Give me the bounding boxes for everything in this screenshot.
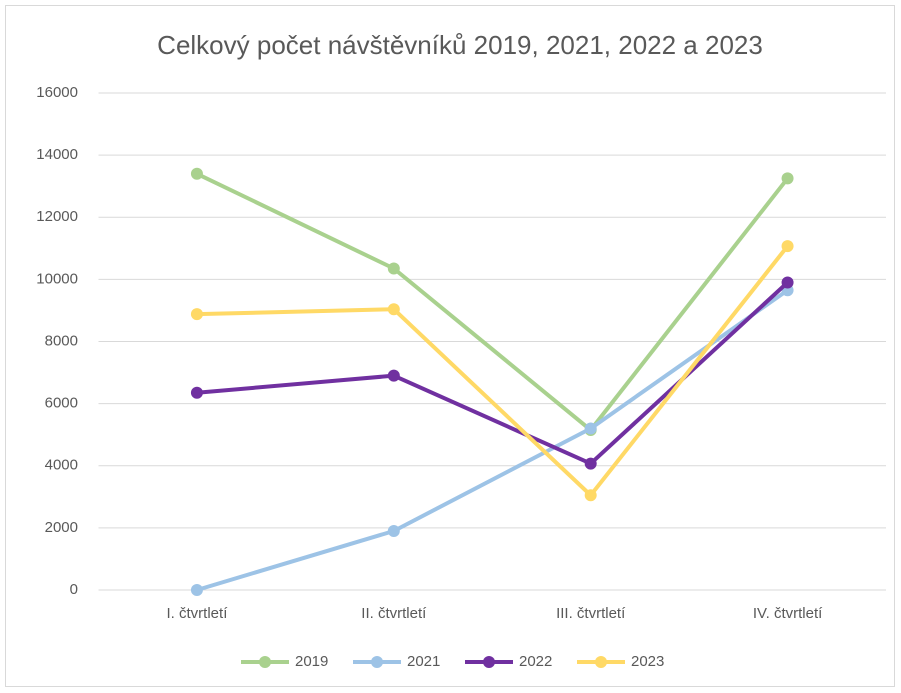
legend-marker <box>595 656 607 668</box>
point <box>190 386 203 399</box>
point <box>781 172 794 185</box>
x-tick-label: II. čtvrtletí <box>361 605 427 622</box>
series-line <box>196 171 790 433</box>
legend-label: 2022 <box>519 653 552 670</box>
legend-label: 2021 <box>407 653 440 670</box>
legend-marker <box>371 656 383 668</box>
x-tick-label: I. čtvrtletí <box>167 605 229 622</box>
chart-border <box>5 5 895 687</box>
y-tick-label: 2000 <box>45 519 78 536</box>
x-tick-label: III. čtvrtletí <box>556 605 626 622</box>
point <box>387 369 400 382</box>
y-tick-label: 4000 <box>45 457 78 474</box>
y-tick-label: 8000 <box>45 332 78 349</box>
legend-label: 2023 <box>631 653 664 670</box>
point <box>584 422 597 435</box>
y-tick-label: 16000 <box>36 84 78 101</box>
y-tick-label: 14000 <box>36 146 78 163</box>
chart-title: Celkový počet návštěvníků 2019, 2021, 20… <box>157 30 763 60</box>
point <box>387 524 400 537</box>
point <box>190 167 203 180</box>
point <box>584 457 597 470</box>
legend-label: 2019 <box>295 653 328 670</box>
point <box>190 584 203 596</box>
y-tick-label: 12000 <box>36 208 78 225</box>
point <box>387 262 400 275</box>
series-line <box>196 288 789 592</box>
series-line <box>196 244 790 498</box>
point <box>781 240 794 253</box>
legend-marker <box>483 656 495 668</box>
point <box>190 308 203 321</box>
x-tick-label: IV. čtvrtletí <box>753 605 823 622</box>
y-tick-label: 6000 <box>45 395 78 412</box>
point <box>781 276 794 289</box>
legend-marker <box>259 656 271 668</box>
point <box>584 489 597 502</box>
point <box>387 303 400 316</box>
y-tick-label: 0 <box>70 581 78 598</box>
y-tick-label: 10000 <box>36 270 78 287</box>
